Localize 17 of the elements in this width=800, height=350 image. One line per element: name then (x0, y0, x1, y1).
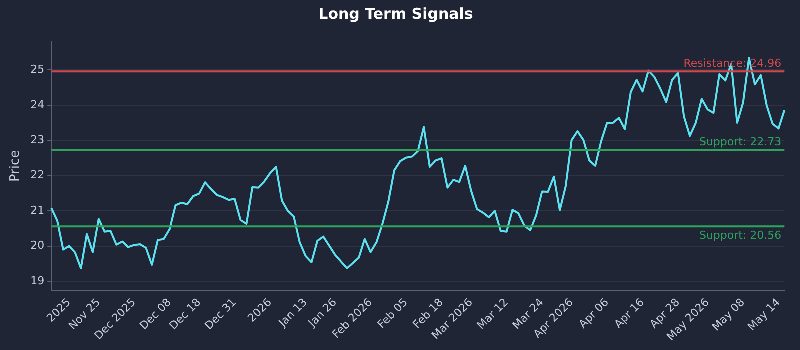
y-axis-title: Price (8, 150, 24, 182)
y-tick-label: 19 (30, 274, 45, 288)
x-tick-label: Mar 12 (474, 296, 511, 332)
y-tick-label: 24 (30, 98, 45, 112)
x-tick-label: Apr 06 (576, 296, 612, 331)
y-tick-label: 20 (30, 239, 45, 252)
x-tick-label: Dec 31 (202, 296, 240, 333)
ref-line-label: Support: 20.56 (699, 228, 782, 242)
x-tick-label: Apr 16 (612, 296, 647, 331)
x-tick-label: Feb 05 (375, 296, 410, 332)
ref-line-label: Resistance: 24.96 (684, 56, 782, 70)
y-tick-label: 23 (30, 133, 45, 146)
ref-line-label: Support: 22.73 (699, 135, 782, 148)
y-tick-label: 22 (30, 168, 45, 182)
y-tick-label: 21 (30, 204, 45, 217)
chart-title: Long Term Signals (318, 4, 474, 23)
y-tick-label: 25 (30, 63, 45, 76)
